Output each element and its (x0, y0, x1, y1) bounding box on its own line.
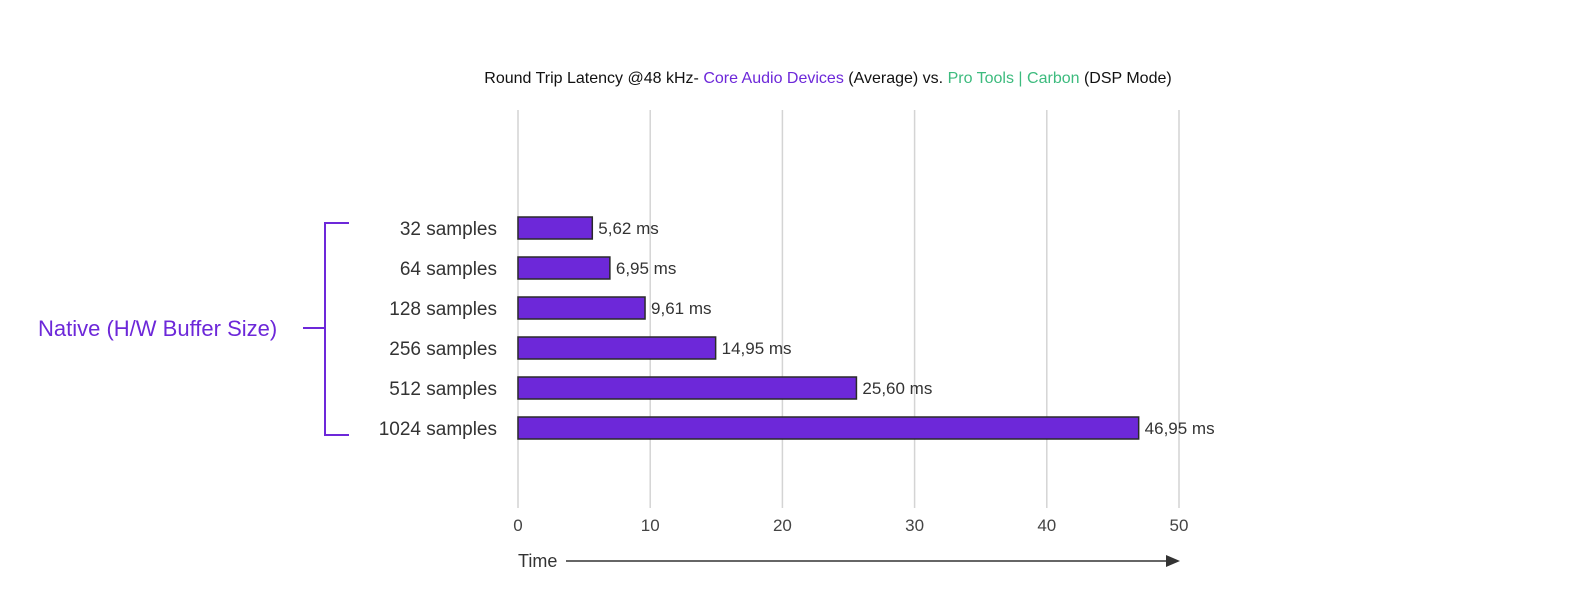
value-label: 9,61 ms (651, 299, 711, 318)
bar (517, 256, 611, 280)
category-label: 1024 samples (379, 419, 497, 440)
value-label: 5,62 ms (598, 219, 658, 238)
x-axis-title: Time (518, 551, 557, 571)
bar (517, 296, 646, 320)
chart-title: Round Trip Latency @48 kHz- Core Audio D… (484, 70, 1171, 87)
category-label: 256 samples (389, 339, 497, 360)
group-label: Native (H/W Buffer Size) (38, 316, 277, 341)
value-label: 46,95 ms (1145, 419, 1215, 438)
category-label: 512 samples (389, 379, 497, 400)
chart-title-part: Pro Tools | Carbon (948, 70, 1080, 87)
chart-title-part: (DSP Mode) (1080, 70, 1172, 87)
bracket-shape (324, 222, 349, 436)
value-label: 6,95 ms (616, 259, 676, 278)
x-axis-arrow-head (1166, 555, 1180, 567)
category-label: 32 samples (400, 219, 497, 240)
x-tick-label: 40 (1037, 516, 1056, 535)
x-tick-label: 50 (1170, 516, 1189, 535)
chart-title-part: Round Trip Latency @48 kHz- (484, 70, 703, 87)
group-bracket: Native (H/W Buffer Size) (38, 222, 349, 436)
bar (517, 416, 1140, 440)
bars (517, 216, 1140, 440)
category-labels: 32 samples 64 samples 128 samples 256 sampl… (379, 219, 497, 440)
bar (517, 376, 858, 400)
x-tick-labels: 0 10 20 30 40 50 (513, 516, 1188, 535)
bar (517, 216, 594, 240)
category-label: 128 samples (389, 299, 497, 320)
value-labels: 5,62 ms 6,95 ms 9,61 ms 14,95 ms 25,60 ms 46,… (598, 219, 1214, 438)
category-label: 64 samples (400, 259, 497, 280)
chart-title-part: Core Audio Devices (703, 70, 844, 87)
grid-lines (517, 110, 1180, 508)
value-label: 14,95 ms (722, 339, 792, 358)
x-tick-label: 0 (513, 516, 522, 535)
x-tick-label: 20 (773, 516, 792, 535)
x-tick-label: 10 (641, 516, 660, 535)
bar (517, 336, 717, 360)
chart-title-part: (Average) vs. (844, 70, 948, 87)
x-axis: Time (518, 551, 1180, 571)
value-label: 25,60 ms (862, 379, 932, 398)
x-tick-label: 30 (905, 516, 924, 535)
